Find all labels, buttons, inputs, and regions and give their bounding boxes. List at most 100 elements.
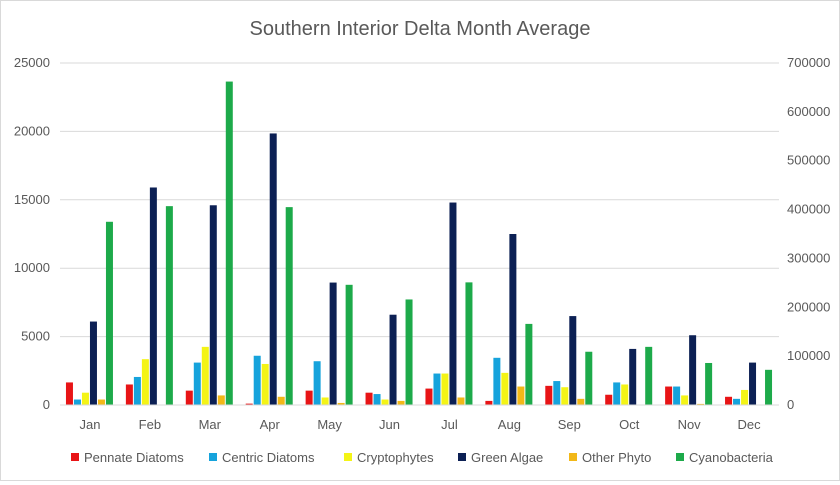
legend-swatch bbox=[209, 453, 217, 461]
bar bbox=[577, 398, 585, 405]
bar bbox=[525, 323, 533, 405]
legend-swatch bbox=[676, 453, 684, 461]
bar bbox=[65, 382, 73, 405]
bar bbox=[149, 187, 157, 405]
y-right-tick-label: 600000 bbox=[787, 104, 830, 119]
series-other-phyto bbox=[97, 386, 705, 405]
bar bbox=[741, 389, 749, 405]
bar bbox=[433, 373, 441, 405]
bar bbox=[133, 376, 141, 405]
y-left-tick-label: 25000 bbox=[14, 55, 50, 70]
bar bbox=[253, 355, 261, 405]
x-tick-label: Aug bbox=[498, 417, 521, 432]
bar bbox=[545, 385, 553, 405]
y-axis-left: 0 5000 10000 15000 20000 25000 bbox=[14, 55, 50, 412]
bar bbox=[425, 388, 433, 405]
legend-swatch bbox=[71, 453, 79, 461]
bar bbox=[389, 314, 397, 405]
legend-item: Cryptophytes bbox=[344, 450, 434, 465]
bar bbox=[725, 396, 733, 405]
bar bbox=[697, 403, 705, 405]
legend-label: Cyanobacteria bbox=[689, 450, 774, 465]
x-tick-label: May bbox=[317, 417, 342, 432]
bar bbox=[681, 395, 689, 405]
bar bbox=[457, 397, 465, 405]
bar bbox=[733, 398, 741, 405]
bar bbox=[285, 207, 293, 405]
y-left-tick-label: 15000 bbox=[14, 192, 50, 207]
series-pennate-diatoms bbox=[65, 382, 733, 405]
y-axis-right: 0 100000 200000 300000 400000 500000 600000 700… bbox=[787, 55, 830, 412]
x-tick-label: Jan bbox=[79, 417, 100, 432]
legend-label: Centric Diatoms bbox=[222, 450, 315, 465]
bar bbox=[225, 81, 233, 406]
bar bbox=[305, 390, 313, 405]
bar bbox=[201, 346, 209, 405]
bar bbox=[245, 403, 253, 405]
legend-item: Centric Diatoms bbox=[209, 450, 315, 465]
legend-label: Other Phyto bbox=[582, 450, 651, 465]
legend-label: Pennate Diatoms bbox=[84, 450, 184, 465]
bar bbox=[441, 373, 449, 405]
legend: Pennate Diatoms Centric Diatoms Cryptophyt… bbox=[71, 450, 774, 465]
bar bbox=[553, 381, 561, 405]
bar bbox=[673, 386, 681, 405]
bar bbox=[645, 346, 653, 405]
bar bbox=[321, 397, 329, 405]
y-right-tick-label: 400000 bbox=[787, 202, 830, 217]
x-tick-label: Feb bbox=[139, 417, 161, 432]
bars bbox=[65, 81, 773, 406]
legend-label: Green Algae bbox=[471, 450, 543, 465]
x-tick-label: Oct bbox=[619, 417, 640, 432]
bar bbox=[329, 282, 337, 405]
x-tick-label: Mar bbox=[199, 417, 222, 432]
bar bbox=[689, 335, 697, 405]
bar bbox=[193, 362, 201, 405]
bar bbox=[337, 402, 345, 405]
y-right-tick-label: 100000 bbox=[787, 348, 830, 363]
bar bbox=[517, 386, 525, 405]
bar bbox=[613, 382, 621, 405]
bar bbox=[621, 384, 629, 405]
bar bbox=[705, 362, 713, 405]
bar bbox=[605, 394, 613, 405]
bar bbox=[749, 362, 757, 405]
bar bbox=[449, 202, 457, 405]
bar bbox=[665, 386, 673, 405]
series-cyanobacteria bbox=[105, 81, 773, 406]
bar bbox=[125, 384, 133, 405]
bar bbox=[765, 369, 773, 405]
chart-title: Southern Interior Delta Month Average bbox=[250, 18, 591, 40]
y-left-tick-label: 10000 bbox=[14, 260, 50, 275]
x-tick-label: Nov bbox=[678, 417, 702, 432]
bar bbox=[89, 321, 97, 405]
bar bbox=[277, 396, 285, 405]
x-tick-label: Jun bbox=[379, 417, 400, 432]
x-axis: Jan Feb Mar Apr May Jun Jul Aug Sep Oct Nov Dec bbox=[60, 404, 779, 432]
legend-swatch bbox=[458, 453, 466, 461]
bar bbox=[185, 390, 193, 405]
bar bbox=[345, 284, 353, 405]
legend-label: Cryptophytes bbox=[357, 450, 434, 465]
bar bbox=[217, 395, 225, 405]
bar bbox=[509, 234, 517, 405]
bar bbox=[269, 133, 277, 405]
legend-swatch bbox=[344, 453, 352, 461]
bar bbox=[105, 221, 113, 405]
y-left-tick-label: 5000 bbox=[21, 329, 50, 344]
bar bbox=[381, 399, 389, 405]
series-cryptophytes bbox=[81, 346, 749, 405]
y-left-tick-label: 20000 bbox=[14, 123, 50, 138]
series-centric-diatoms bbox=[73, 355, 741, 405]
bar bbox=[209, 205, 217, 405]
bar bbox=[569, 316, 577, 405]
y-right-tick-label: 500000 bbox=[787, 153, 830, 168]
legend-item: Pennate Diatoms bbox=[71, 450, 184, 465]
legend-item: Green Algae bbox=[458, 450, 543, 465]
bar bbox=[465, 282, 473, 405]
bar bbox=[261, 363, 269, 405]
bar bbox=[629, 348, 637, 405]
bar bbox=[73, 399, 81, 405]
